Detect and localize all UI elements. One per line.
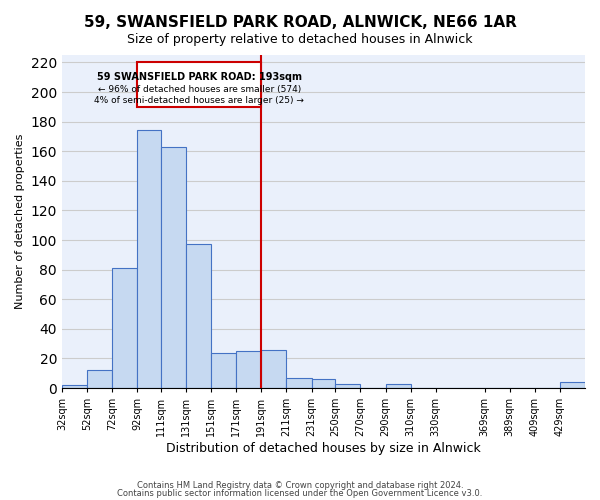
Text: Contains public sector information licensed under the Open Government Licence v3: Contains public sector information licen… [118,488,482,498]
Bar [311,379,335,388]
Text: ← 96% of detached houses are smaller (574): ← 96% of detached houses are smaller (57… [98,84,301,94]
Bar [262,350,286,388]
Bar [137,130,161,388]
Bar [236,351,262,388]
Text: 4% of semi-detached houses are larger (25) →: 4% of semi-detached houses are larger (2… [94,96,304,106]
Bar [87,370,112,388]
Bar [211,352,236,388]
Text: Size of property relative to detached houses in Alnwick: Size of property relative to detached ho… [127,32,473,46]
Bar [386,384,410,388]
X-axis label: Distribution of detached houses by size in Alnwick: Distribution of detached houses by size … [166,442,481,455]
Bar [62,385,87,388]
Bar [186,244,211,388]
Bar [286,378,311,388]
Text: 59, SWANSFIELD PARK ROAD, ALNWICK, NE66 1AR: 59, SWANSFIELD PARK ROAD, ALNWICK, NE66 … [83,15,517,30]
Bar [560,382,585,388]
Bar [161,147,186,388]
Bar [112,268,137,388]
Text: 59 SWANSFIELD PARK ROAD: 193sqm: 59 SWANSFIELD PARK ROAD: 193sqm [97,72,302,82]
Y-axis label: Number of detached properties: Number of detached properties [15,134,25,309]
Text: Contains HM Land Registry data © Crown copyright and database right 2024.: Contains HM Land Registry data © Crown c… [137,481,463,490]
Bar [335,384,361,388]
FancyBboxPatch shape [137,62,262,107]
